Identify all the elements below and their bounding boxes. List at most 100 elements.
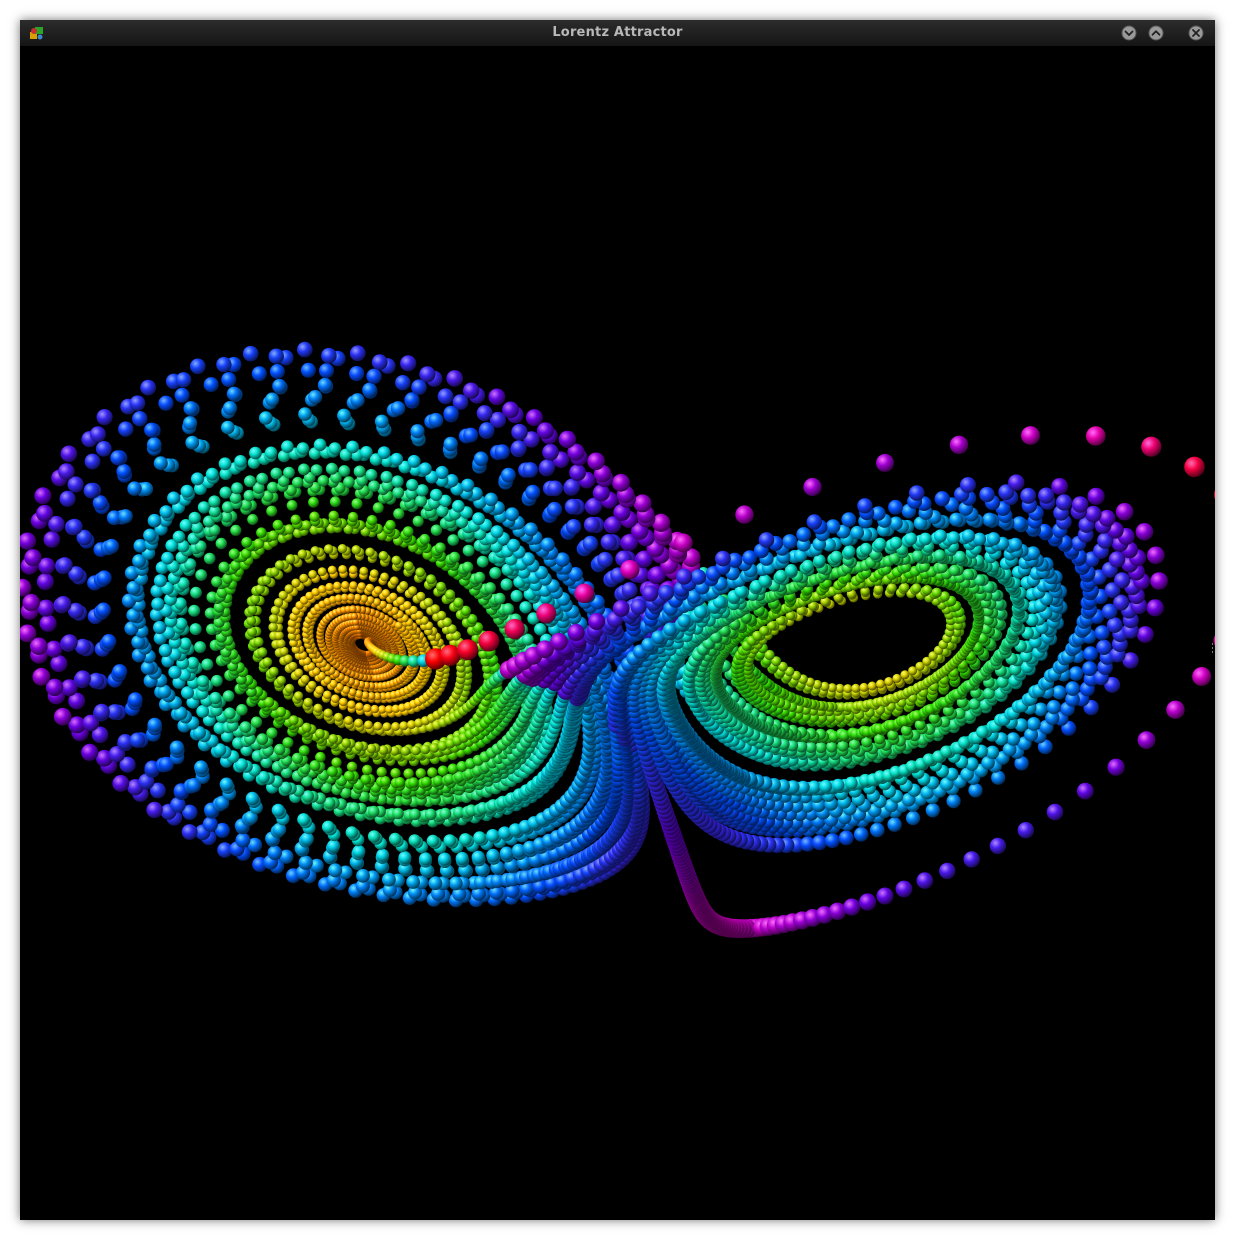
trajectory-sphere xyxy=(190,586,202,599)
trajectory-sphere xyxy=(900,724,912,736)
trajectory-sphere xyxy=(600,534,617,551)
trajectory-sphere xyxy=(117,734,134,750)
trajectory-sphere xyxy=(228,548,240,560)
trajectory-sphere xyxy=(302,790,314,803)
trajectory-sphere xyxy=(484,492,498,507)
trajectory-sphere xyxy=(456,761,468,772)
trajectory-sphere xyxy=(301,722,312,733)
trajectory-sphere xyxy=(486,829,500,842)
trajectory-sphere xyxy=(101,634,117,649)
trajectory-sphere xyxy=(288,661,298,671)
trajectory-sphere xyxy=(382,883,397,897)
trajectory-sphere xyxy=(376,848,390,862)
close-button[interactable] xyxy=(1188,25,1204,41)
trajectory-sphere xyxy=(347,700,356,709)
trajectory-sphere xyxy=(1068,666,1084,681)
trajectory-sphere xyxy=(920,785,934,800)
trajectory-sphere xyxy=(408,834,421,847)
trajectory-sphere xyxy=(859,893,877,911)
trajectory-sphere xyxy=(351,545,361,555)
trajectory-sphere xyxy=(323,708,333,718)
trajectory-sphere xyxy=(236,704,248,716)
minimize-button[interactable] xyxy=(1121,25,1137,41)
trajectory-sphere xyxy=(218,561,230,573)
trajectory-sphere xyxy=(1192,667,1212,686)
maximize-button[interactable] xyxy=(1148,25,1164,41)
trajectory-sphere xyxy=(1014,756,1029,771)
trajectory-sphere xyxy=(546,501,563,518)
app-icon[interactable] xyxy=(29,25,45,41)
trajectory-sphere xyxy=(219,777,234,792)
trajectory-sphere xyxy=(851,683,861,693)
attractor-spheres xyxy=(20,341,1215,939)
trajectory-sphere xyxy=(1017,822,1034,839)
trajectory-sphere xyxy=(473,831,486,845)
trajectory-sphere xyxy=(402,526,414,537)
trajectory-sphere xyxy=(239,721,252,733)
title-bar[interactable]: Lorentz Attractor xyxy=(20,20,1215,47)
trajectory-sphere xyxy=(367,692,376,700)
trajectory-sphere xyxy=(390,768,401,779)
trajectory-sphere xyxy=(597,551,613,568)
trajectory-sphere xyxy=(416,591,426,602)
trajectory-sphere xyxy=(318,585,327,594)
trajectory-sphere xyxy=(815,741,827,754)
trajectory-sphere xyxy=(150,782,166,799)
trajectory-sphere xyxy=(844,776,858,790)
trajectory-sphere xyxy=(420,744,431,755)
trajectory-sphere xyxy=(415,768,426,779)
trajectory-sphere xyxy=(354,718,364,728)
trajectory-sphere xyxy=(942,705,955,717)
trajectory-sphere xyxy=(916,872,934,889)
trajectory-sphere xyxy=(355,702,364,711)
trajectory-sphere xyxy=(147,717,162,733)
trajectory-sphere xyxy=(403,768,414,779)
trajectory-sphere xyxy=(900,670,910,680)
trajectory-sphere xyxy=(301,520,312,531)
trajectory-sphere xyxy=(271,803,285,817)
trajectory-sphere xyxy=(344,716,353,725)
trajectory-sphere xyxy=(221,729,234,743)
trajectory-sphere xyxy=(378,745,389,755)
trajectory-sphere xyxy=(1002,742,1017,757)
trajectory-sphere xyxy=(291,578,301,588)
trajectory-sphere xyxy=(307,680,317,690)
trajectory-sphere xyxy=(168,665,182,679)
trajectory-sphere xyxy=(956,696,968,708)
trajectory-sphere xyxy=(338,565,347,574)
trajectory-sphere xyxy=(373,586,383,595)
gl-viewport[interactable] xyxy=(20,47,1215,1220)
trajectory-sphere xyxy=(347,593,355,602)
trajectory-sphere xyxy=(211,674,223,687)
trajectory-sphere xyxy=(320,781,333,794)
trajectory-sphere xyxy=(415,567,426,578)
trajectory-sphere xyxy=(490,525,504,539)
trajectory-sphere xyxy=(241,537,253,548)
trajectory-sphere xyxy=(827,683,837,693)
trajectory-sphere xyxy=(313,703,323,713)
trajectory-sphere xyxy=(22,593,40,612)
trajectory-sphere xyxy=(310,546,320,556)
trajectory-sphere xyxy=(838,729,850,741)
trajectory-sphere xyxy=(196,675,209,688)
trajectory-sphere xyxy=(824,833,840,849)
trajectory-sphere xyxy=(266,727,278,739)
trajectory-sphere xyxy=(323,690,332,700)
trajectory-sphere xyxy=(519,881,535,897)
trajectory-sphere xyxy=(960,767,974,782)
trajectory-sphere xyxy=(400,746,411,756)
trajectory-sphere xyxy=(348,688,357,697)
trajectory-sphere xyxy=(1037,739,1053,755)
trajectory-sphere xyxy=(498,826,512,840)
trajectory-sphere xyxy=(280,766,293,779)
trajectory-sphere xyxy=(439,807,452,820)
trajectory-sphere xyxy=(437,765,449,777)
trajectory-sphere xyxy=(53,707,72,726)
trajectory-sphere xyxy=(252,856,268,872)
trajectory-sphere xyxy=(420,776,432,788)
trajectory-sphere xyxy=(257,771,270,784)
trajectory-sphere xyxy=(373,692,382,701)
app-window: Lorentz Attractor xyxy=(20,20,1215,1220)
trajectory-sphere xyxy=(181,824,198,840)
trajectory-sphere xyxy=(96,749,113,767)
